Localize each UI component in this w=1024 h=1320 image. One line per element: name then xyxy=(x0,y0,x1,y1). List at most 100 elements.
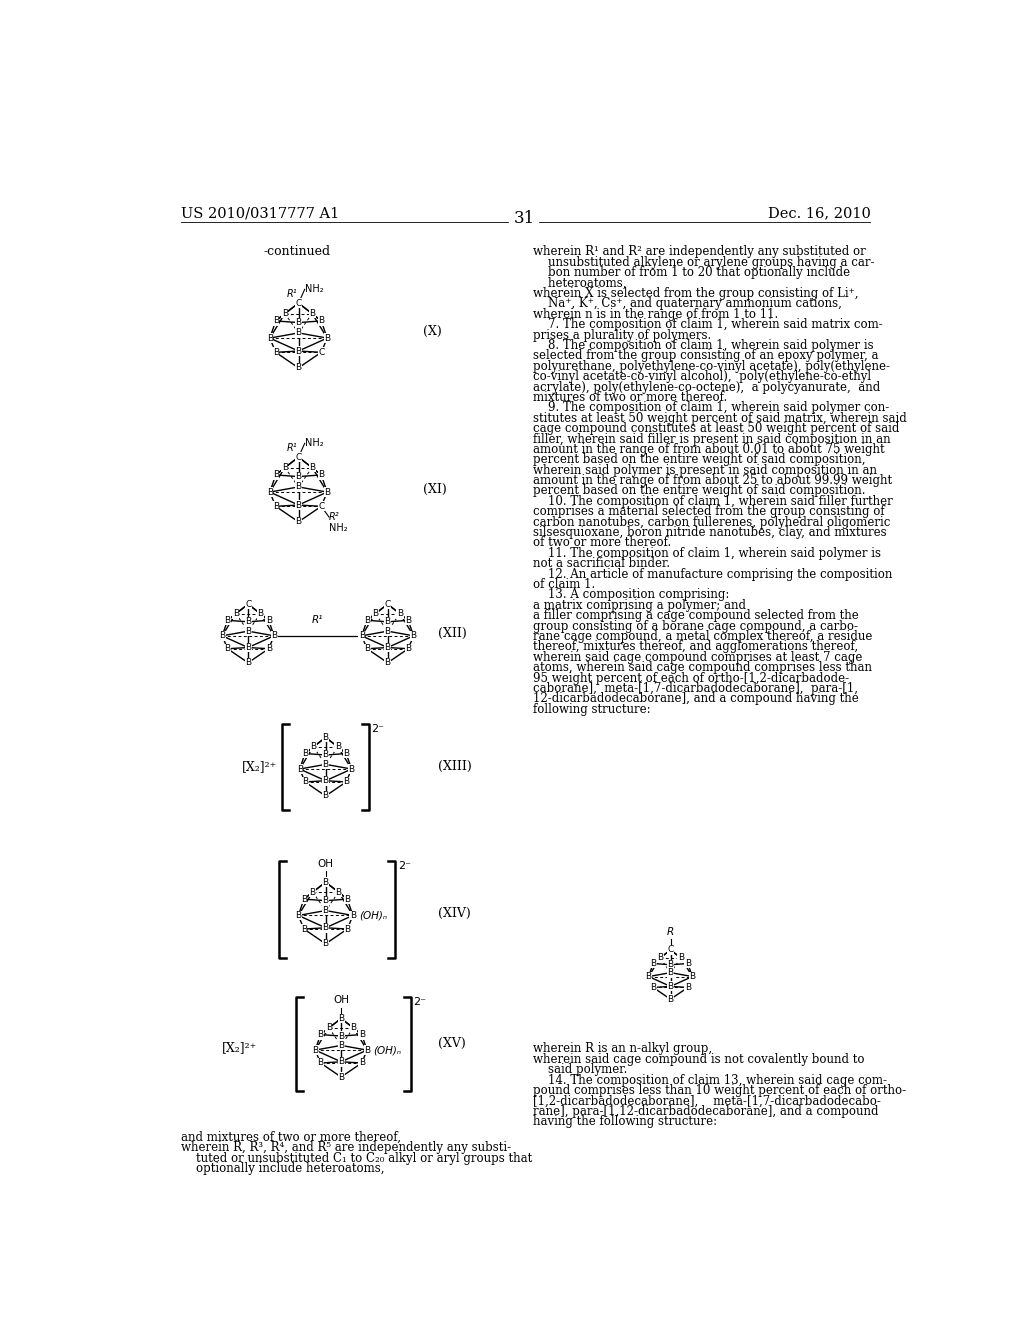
Text: B: B xyxy=(645,972,651,981)
Text: B: B xyxy=(297,764,303,774)
Text: wherein R is an n-alkyl group,: wherein R is an n-alkyl group, xyxy=(534,1043,713,1056)
Text: wherein X is selected from the group consisting of Li⁺,: wherein X is selected from the group con… xyxy=(534,286,859,300)
Text: B: B xyxy=(265,644,271,653)
Text: C: C xyxy=(668,945,674,954)
Text: B: B xyxy=(385,627,391,636)
Text: wherein said cage compound is not covalently bound to: wherein said cage compound is not covale… xyxy=(534,1053,865,1065)
Text: B: B xyxy=(364,616,370,624)
Text: B: B xyxy=(323,923,329,932)
Text: B: B xyxy=(301,924,307,933)
Text: B: B xyxy=(267,487,273,496)
Text: percent based on the entire weight of said composition.: percent based on the entire weight of sa… xyxy=(534,484,866,498)
Text: B: B xyxy=(350,1023,356,1032)
Text: B: B xyxy=(343,777,349,787)
Text: selected from the group consisting of an epoxy polymer, a: selected from the group consisting of an… xyxy=(534,350,879,363)
Text: B: B xyxy=(685,983,691,991)
Text: B: B xyxy=(350,911,356,920)
Text: R²: R² xyxy=(329,512,340,523)
Text: B: B xyxy=(323,792,329,800)
Text: B: B xyxy=(406,644,412,653)
Text: B: B xyxy=(318,470,325,479)
Text: B: B xyxy=(310,742,316,751)
Text: silsesquioxane, boron nitride nanotubes, clay, and mixtures: silsesquioxane, boron nitride nanotubes,… xyxy=(534,527,887,539)
Text: C: C xyxy=(295,453,302,462)
Text: 2⁻: 2⁻ xyxy=(414,997,426,1007)
Text: mixtures of two or more thereof.: mixtures of two or more thereof. xyxy=(534,391,728,404)
Text: B: B xyxy=(318,317,325,326)
Text: Na⁺, K⁺, Cs⁺, and quaternary ammonium cations,: Na⁺, K⁺, Cs⁺, and quaternary ammonium ca… xyxy=(534,297,842,310)
Text: B: B xyxy=(272,502,279,511)
Text: optionally include heteroatoms,: optionally include heteroatoms, xyxy=(180,1162,384,1175)
Text: carbon nanotubes, carbon fullerenes, polyhedral oligomeric: carbon nanotubes, carbon fullerenes, pol… xyxy=(534,516,891,529)
Text: B: B xyxy=(245,627,251,636)
Text: (XI): (XI) xyxy=(423,483,446,496)
Text: not a sacrificial binder.: not a sacrificial binder. xyxy=(534,557,671,570)
Text: R: R xyxy=(667,927,674,937)
Text: B: B xyxy=(296,318,301,327)
Text: B: B xyxy=(257,609,263,618)
Text: heteroatoms,: heteroatoms, xyxy=(534,277,627,289)
Text: B: B xyxy=(272,317,279,326)
Text: (XIV): (XIV) xyxy=(438,907,471,920)
Text: B: B xyxy=(324,487,330,496)
Text: prises a plurality of polymers.: prises a plurality of polymers. xyxy=(534,329,712,342)
Text: C: C xyxy=(295,298,302,308)
Text: B: B xyxy=(385,659,391,667)
Text: B: B xyxy=(335,742,341,751)
Text: 12-dicarbadodecaborane], and a compound having the: 12-dicarbadodecaborane], and a compound … xyxy=(534,693,859,705)
Text: co-vinyl acetate-co-vinyl alcohol),  poly(ethylene-co-ethyl: co-vinyl acetate-co-vinyl alcohol), poly… xyxy=(534,370,871,383)
Text: of claim 1.: of claim 1. xyxy=(534,578,596,591)
Text: NH₂: NH₂ xyxy=(305,438,324,449)
Text: B: B xyxy=(296,347,301,355)
Text: B: B xyxy=(668,995,674,1003)
Text: group consisting of a borane cage compound, a carbo-: group consisting of a borane cage compou… xyxy=(534,619,858,632)
Text: B: B xyxy=(282,309,288,318)
Text: B: B xyxy=(245,659,251,667)
Text: B: B xyxy=(385,643,391,652)
Text: 31: 31 xyxy=(514,210,536,227)
Text: 95 weight percent of each of ortho-[1,2-dicarbadode-: 95 weight percent of each of ortho-[1,2-… xyxy=(534,672,850,685)
Text: [X₂]²⁺: [X₂]²⁺ xyxy=(243,760,278,774)
Text: B: B xyxy=(295,911,301,920)
Text: a filler comprising a cage compound selected from the: a filler comprising a cage compound sele… xyxy=(534,610,859,622)
Text: rane], para-[1,12-dicarbadodecaborane], and a compound: rane], para-[1,12-dicarbadodecaborane], … xyxy=(534,1105,879,1118)
Text: B: B xyxy=(323,733,329,742)
Text: B: B xyxy=(326,1023,332,1032)
Text: B: B xyxy=(372,609,378,618)
Text: B: B xyxy=(668,968,674,977)
Text: B: B xyxy=(358,1030,365,1039)
Text: B: B xyxy=(224,644,230,653)
Text: B: B xyxy=(397,609,403,618)
Text: pound comprises less than 10 weight percent of each of ortho-: pound comprises less than 10 weight perc… xyxy=(534,1084,906,1097)
Text: OH: OH xyxy=(317,859,334,869)
Text: B: B xyxy=(323,940,329,948)
Text: C: C xyxy=(318,502,325,511)
Text: wherein said cage compound comprises at least 7 cage: wherein said cage compound comprises at … xyxy=(534,651,862,664)
Text: B: B xyxy=(650,983,656,991)
Text: having the following structure:: having the following structure: xyxy=(534,1115,718,1129)
Text: B: B xyxy=(689,972,695,981)
Text: 2⁻: 2⁻ xyxy=(372,723,384,734)
Text: B: B xyxy=(406,616,412,624)
Text: B: B xyxy=(245,643,251,652)
Text: C: C xyxy=(245,599,251,609)
Text: NH₂: NH₂ xyxy=(305,284,324,294)
Text: B: B xyxy=(309,309,315,318)
Text: B: B xyxy=(301,895,307,904)
Text: wherein R, R³, R⁴, and R⁵ are independently any substi-: wherein R, R³, R⁴, and R⁵ are independen… xyxy=(180,1142,511,1154)
Text: amount in the range of from about 0.01 to about 75 weight: amount in the range of from about 0.01 t… xyxy=(534,444,885,455)
Text: B: B xyxy=(668,960,674,969)
Text: B: B xyxy=(224,616,230,624)
Text: OH: OH xyxy=(333,995,349,1006)
Text: caborane],  meta-[1,7-dicarbadodecaborane],  para-[1,: caborane], meta-[1,7-dicarbadodecaborane… xyxy=(534,682,858,696)
Text: 11. The composition of claim 1, wherein said polymer is: 11. The composition of claim 1, wherein … xyxy=(534,546,882,560)
Text: B: B xyxy=(344,895,350,904)
Text: B: B xyxy=(323,776,329,785)
Text: Dec. 16, 2010: Dec. 16, 2010 xyxy=(768,206,870,220)
Text: B: B xyxy=(245,618,251,626)
Text: B: B xyxy=(296,363,301,372)
Text: B: B xyxy=(343,748,349,758)
Text: B: B xyxy=(358,1059,365,1068)
Text: B: B xyxy=(302,748,308,758)
Text: cage compound constitutes at least 50 weight percent of said: cage compound constitutes at least 50 we… xyxy=(534,422,900,436)
